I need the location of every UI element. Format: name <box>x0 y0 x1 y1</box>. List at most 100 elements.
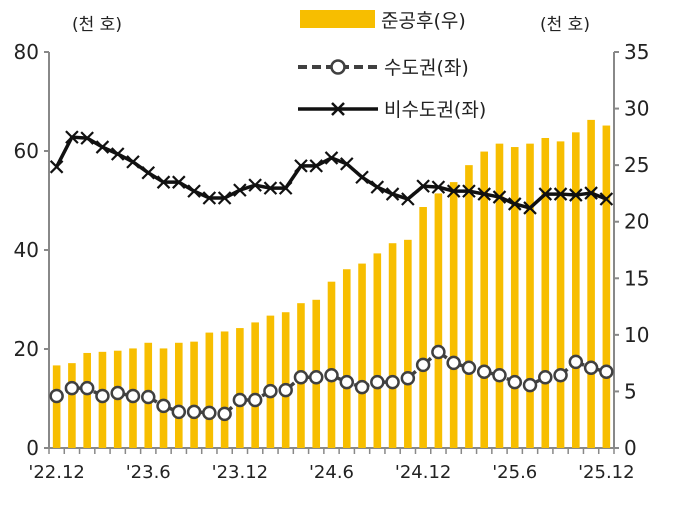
point-x <box>263 181 278 195</box>
point-x <box>187 184 201 198</box>
right-axis-unit: (천 호) <box>540 15 590 35</box>
bar <box>358 263 366 448</box>
left-axis-unit: (천 호) <box>72 15 122 35</box>
point-circle <box>141 389 156 405</box>
point-circle <box>293 369 309 385</box>
bar <box>68 363 76 448</box>
point-x <box>126 155 140 169</box>
point-circle <box>446 355 461 371</box>
legend: 준공후(우) 수도권(좌) 비수도권(좌) <box>298 10 486 121</box>
bar <box>174 342 183 448</box>
left-tick-label: 20 <box>14 337 39 361</box>
right-tick-label: 20 <box>624 210 649 234</box>
point-circle <box>79 380 95 396</box>
point-x <box>248 178 262 192</box>
point-x <box>584 186 598 200</box>
point-circle <box>64 380 80 396</box>
bar <box>526 143 534 448</box>
point-circle <box>110 385 125 401</box>
point-x <box>339 157 354 171</box>
bar <box>602 125 611 449</box>
point-x <box>294 159 308 173</box>
point-circle <box>568 354 584 370</box>
bar <box>465 165 473 448</box>
legend-marker-x-icon <box>331 102 345 116</box>
point-x <box>324 151 339 165</box>
bar <box>281 312 290 448</box>
legend-label-noncapital: 비수도권(좌) <box>384 99 486 121</box>
point-x <box>95 140 110 154</box>
point-circle <box>263 383 278 399</box>
x-tick-label: '23.6 <box>126 462 171 483</box>
right-tick-label: 25 <box>624 153 649 177</box>
bar <box>251 322 259 448</box>
point-x <box>309 159 324 173</box>
point-x <box>65 130 79 144</box>
right-tick-label: 0 <box>624 436 637 460</box>
series-line-2 <box>55 135 607 210</box>
point-x <box>446 184 461 198</box>
point-x <box>553 187 568 201</box>
bar <box>205 332 214 448</box>
point-x <box>49 160 64 174</box>
point-x <box>385 187 400 201</box>
bar <box>327 281 336 448</box>
point-circle <box>49 388 64 404</box>
right-tick-label: 30 <box>624 97 649 121</box>
bar <box>220 331 229 448</box>
x-tick-label: '24.6 <box>309 462 354 483</box>
bar <box>495 143 504 448</box>
point-circle <box>415 357 431 373</box>
right-tick-label: 10 <box>624 323 649 347</box>
point-circle <box>492 367 507 383</box>
point-circle <box>324 367 339 383</box>
point-x <box>477 187 491 201</box>
point-circle <box>278 382 293 398</box>
left-tick-label: 60 <box>14 139 39 163</box>
point-x <box>416 179 430 193</box>
point-circle <box>202 405 217 421</box>
legend-marker-circle-icon <box>330 59 346 75</box>
point-circle <box>125 388 141 404</box>
point-circle <box>553 367 568 383</box>
bar <box>236 328 244 448</box>
point-circle <box>385 374 400 390</box>
bar <box>556 141 565 448</box>
point-circle <box>538 369 553 385</box>
point-circle <box>247 392 263 408</box>
right-tick-label: 15 <box>624 266 649 290</box>
point-circle <box>507 374 522 390</box>
point-x <box>80 131 94 145</box>
point-circle <box>95 388 110 404</box>
point-circle <box>339 374 355 390</box>
bar <box>266 315 275 448</box>
bar <box>388 243 397 448</box>
point-circle <box>400 370 416 386</box>
right-tick-label: 5 <box>624 379 637 403</box>
point-x <box>538 187 553 201</box>
x-tick-label: '25.12 <box>578 462 634 483</box>
point-x <box>355 170 369 185</box>
point-x <box>110 147 125 161</box>
bar <box>419 207 427 448</box>
x-tick-label: '25.6 <box>492 462 537 483</box>
point-x <box>401 192 415 206</box>
point-circle <box>461 360 477 376</box>
point-x <box>462 184 476 198</box>
legend-swatch-bar <box>300 10 375 28</box>
point-x <box>202 191 217 205</box>
point-circle <box>232 392 248 408</box>
point-x <box>156 175 171 189</box>
legend-label-capital: 수도권(좌) <box>384 57 469 79</box>
point-x <box>172 175 186 189</box>
bar <box>52 365 61 448</box>
point-circle <box>476 364 492 380</box>
left-tick-label: 80 <box>14 40 39 64</box>
right-tick-label: 35 <box>624 40 649 64</box>
point-x <box>141 166 156 180</box>
bar <box>480 151 489 448</box>
bar <box>541 137 550 448</box>
bar <box>159 348 168 448</box>
point-x <box>431 180 446 194</box>
bar <box>587 119 595 448</box>
